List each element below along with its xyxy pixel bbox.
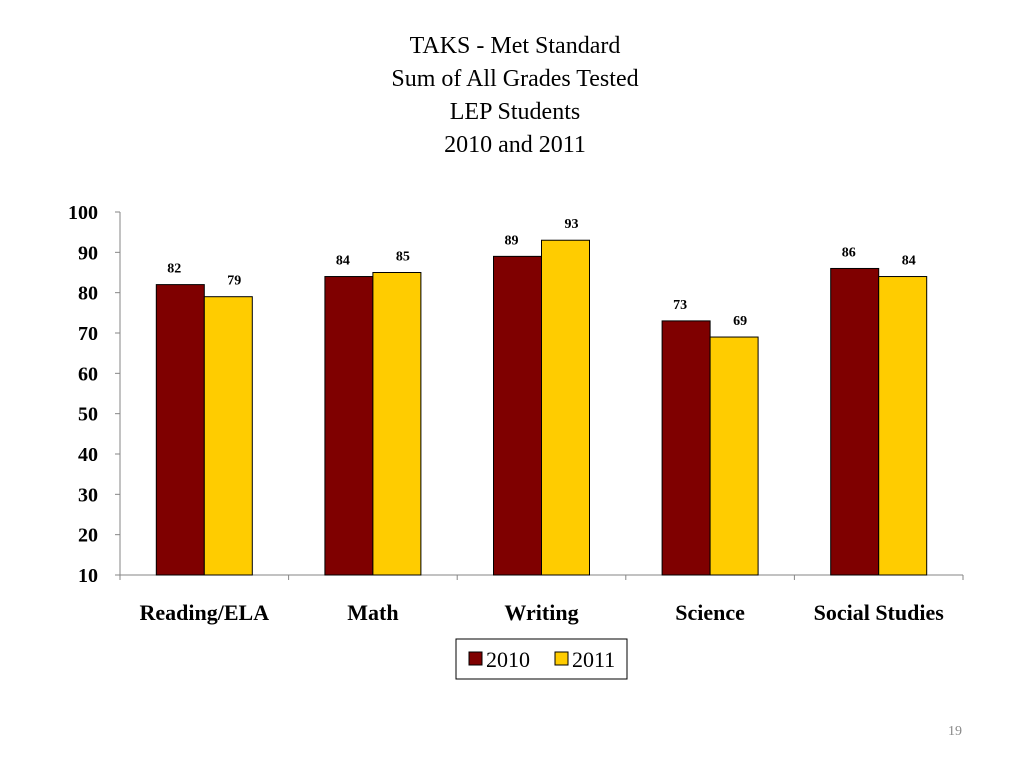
bar-2011-social-studies	[878, 276, 928, 576]
legend-swatch-2010	[468, 651, 483, 666]
bar-2010-writing	[493, 255, 542, 576]
data-label: 93	[565, 217, 579, 232]
y-tick-label: 50	[78, 404, 98, 426]
y-tick-label: 60	[78, 363, 98, 385]
bar-2010-social-studies	[830, 267, 880, 576]
title-line-4: 2010 and 2011	[444, 132, 586, 158]
legend-box	[455, 638, 628, 680]
bar-2010-science	[661, 320, 711, 576]
y-tick-label: 70	[78, 323, 98, 345]
chart-title: TAKS - Met Standard Sum of All Grades Te…	[0, 30, 1024, 162]
bar-2011-reading-ela	[203, 296, 253, 576]
x-category-label: Science	[675, 600, 745, 625]
x-category-label: Math	[347, 600, 398, 625]
data-label: 86	[842, 245, 856, 260]
legend-label-2011: 2011	[572, 647, 615, 672]
y-tick-label: 80	[78, 283, 98, 305]
x-category-label: Social Studies	[814, 600, 945, 625]
legend-swatch-2011	[554, 651, 569, 666]
y-tick-label: 20	[78, 525, 98, 547]
x-category-label: Writing	[504, 600, 578, 625]
data-label: 79	[227, 274, 241, 289]
data-label: 89	[505, 233, 519, 248]
slide-number: 19	[948, 724, 962, 739]
data-label: 85	[396, 250, 410, 265]
title-line-2: Sum of All Grades Tested	[391, 66, 639, 92]
y-tick-label: 10	[78, 565, 98, 587]
bar-2010-reading-ela	[155, 284, 205, 576]
legend-label-2010: 2010	[486, 647, 530, 672]
y-tick-label: 90	[78, 242, 98, 264]
y-tick-label: 30	[78, 484, 98, 506]
y-tick-label: 40	[78, 444, 98, 466]
title-line-1: TAKS - Met Standard	[409, 33, 621, 59]
bar-2011-science	[709, 336, 759, 576]
data-label: 84	[336, 254, 350, 269]
data-label: 82	[167, 262, 181, 277]
data-label: 69	[733, 314, 747, 329]
bar-2010-math	[324, 276, 374, 576]
x-category-label: Reading/ELA	[140, 600, 270, 625]
data-label: 84	[902, 254, 916, 269]
y-tick-label: 100	[68, 202, 98, 224]
title-line-3: LEP Students	[449, 99, 581, 125]
data-label: 73	[673, 298, 687, 313]
bar-2011-writing	[541, 239, 590, 576]
bar-2011-math	[372, 272, 422, 576]
